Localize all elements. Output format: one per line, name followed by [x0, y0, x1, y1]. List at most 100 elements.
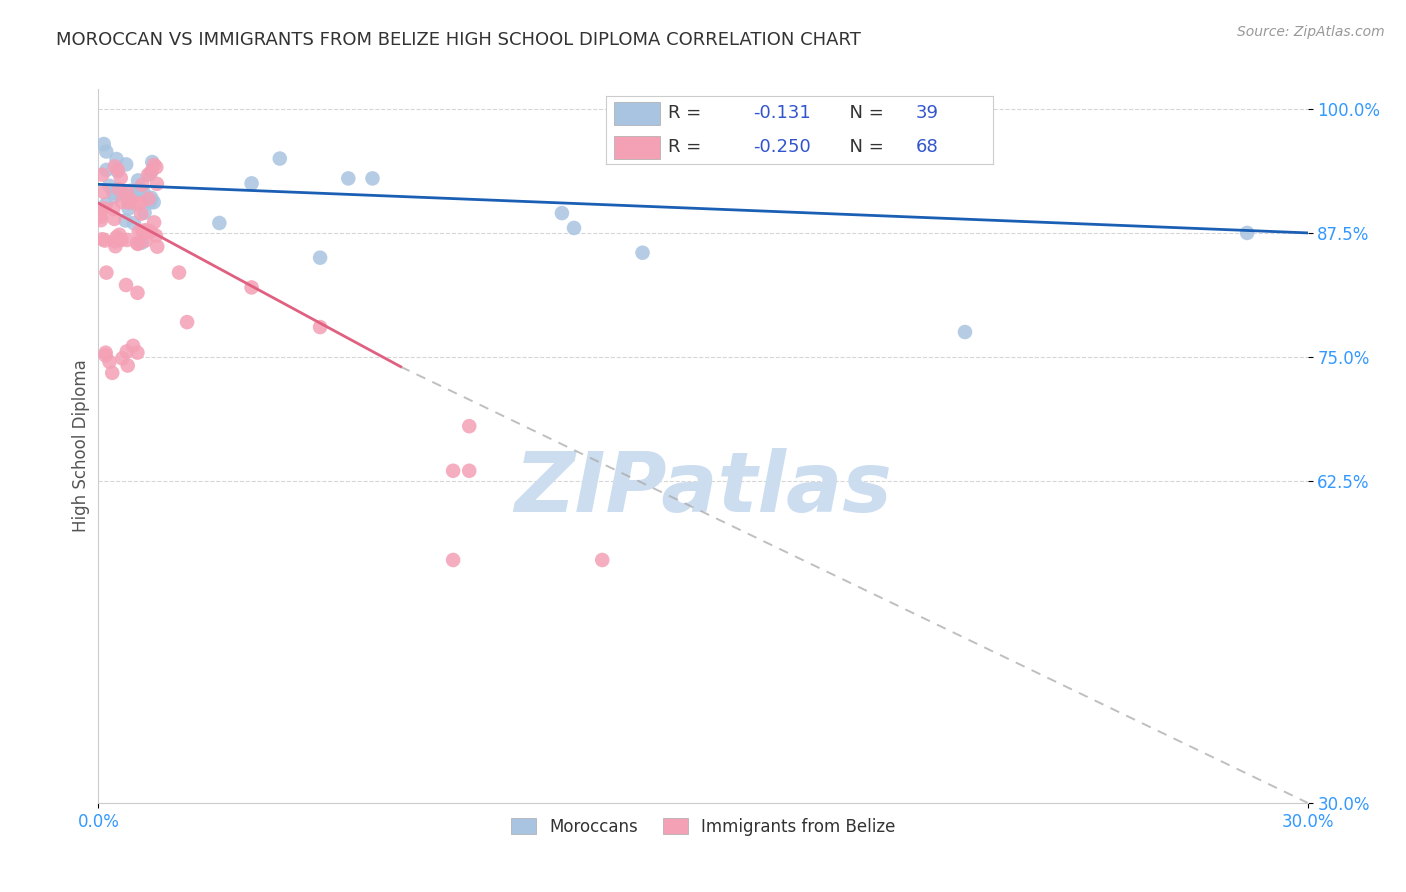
Point	[98, 355, 121, 369]
Point	[107, 164, 129, 178]
Point	[132, 226, 155, 240]
Point	[115, 233, 138, 247]
Point	[269, 152, 291, 166]
Point	[103, 190, 125, 204]
Point	[90, 210, 112, 224]
Point	[98, 178, 121, 193]
Point	[105, 152, 128, 166]
Y-axis label: High School Diploma: High School Diploma	[72, 359, 90, 533]
Point	[129, 196, 152, 211]
Point	[91, 232, 114, 246]
Text: ZIPatlas: ZIPatlas	[515, 449, 891, 529]
Point	[145, 160, 167, 174]
Point	[127, 345, 149, 359]
Point	[104, 234, 127, 248]
Point	[108, 227, 131, 242]
Point	[131, 178, 153, 192]
Point	[110, 233, 132, 247]
Point	[115, 344, 138, 359]
Point	[90, 213, 112, 227]
Point	[953, 325, 976, 339]
Point	[142, 195, 165, 210]
Point	[115, 157, 138, 171]
Point	[143, 158, 166, 172]
Point	[96, 145, 118, 159]
Point	[240, 177, 263, 191]
Point	[110, 170, 132, 185]
Point	[146, 177, 169, 191]
Point	[96, 162, 118, 177]
Point	[93, 201, 115, 215]
Point	[115, 278, 138, 293]
Point	[441, 553, 464, 567]
Point	[591, 553, 613, 567]
Point	[93, 136, 115, 151]
Point	[129, 182, 152, 196]
Point	[122, 216, 145, 230]
Point	[132, 185, 155, 199]
Point	[94, 197, 117, 211]
Point	[361, 171, 384, 186]
Point	[94, 348, 117, 362]
Point	[309, 251, 332, 265]
Point	[139, 225, 162, 239]
Point	[89, 205, 111, 219]
Point	[138, 192, 160, 206]
Point	[135, 234, 157, 248]
Point	[145, 228, 167, 243]
Point	[104, 160, 127, 174]
Point	[103, 186, 125, 200]
Point	[127, 236, 149, 251]
Point	[125, 197, 148, 211]
Point	[176, 315, 198, 329]
Point	[240, 280, 263, 294]
Point	[127, 173, 149, 187]
Point	[94, 345, 117, 359]
Point	[139, 167, 162, 181]
Point	[91, 168, 114, 182]
Point	[1236, 226, 1258, 240]
Point	[129, 207, 152, 221]
Point	[111, 351, 134, 366]
Point	[131, 224, 153, 238]
Point	[120, 193, 142, 207]
Point	[111, 194, 134, 209]
Point	[131, 235, 153, 250]
Text: MOROCCAN VS IMMIGRANTS FROM BELIZE HIGH SCHOOL DIPLOMA CORRELATION CHART: MOROCCAN VS IMMIGRANTS FROM BELIZE HIGH …	[56, 31, 860, 49]
Text: Source: ZipAtlas.com: Source: ZipAtlas.com	[1237, 25, 1385, 39]
Point	[93, 185, 115, 199]
Point	[208, 216, 231, 230]
Point	[309, 320, 332, 334]
Point	[117, 195, 139, 210]
Point	[115, 185, 138, 199]
Point	[104, 239, 127, 253]
Point	[111, 186, 134, 201]
Point	[107, 163, 129, 178]
Point	[103, 211, 125, 226]
Point	[141, 191, 163, 205]
Point	[441, 464, 464, 478]
Point	[114, 213, 136, 227]
Point	[122, 339, 145, 353]
Point	[117, 359, 139, 373]
Point	[458, 419, 481, 434]
Point	[337, 171, 360, 186]
Legend: Moroccans, Immigrants from Belize: Moroccans, Immigrants from Belize	[502, 810, 904, 845]
Point	[118, 196, 141, 211]
Point	[562, 221, 585, 235]
Point	[136, 168, 159, 182]
Point	[127, 285, 149, 300]
Point	[101, 202, 124, 216]
Point	[117, 202, 139, 216]
Point	[120, 184, 142, 198]
Point	[458, 464, 481, 478]
Point	[127, 236, 149, 251]
Point	[118, 191, 141, 205]
Point	[135, 223, 157, 237]
Point	[105, 230, 128, 244]
Point	[128, 225, 150, 239]
Point	[139, 195, 162, 210]
Point	[134, 205, 156, 219]
Point	[101, 366, 124, 380]
Point	[108, 182, 131, 196]
